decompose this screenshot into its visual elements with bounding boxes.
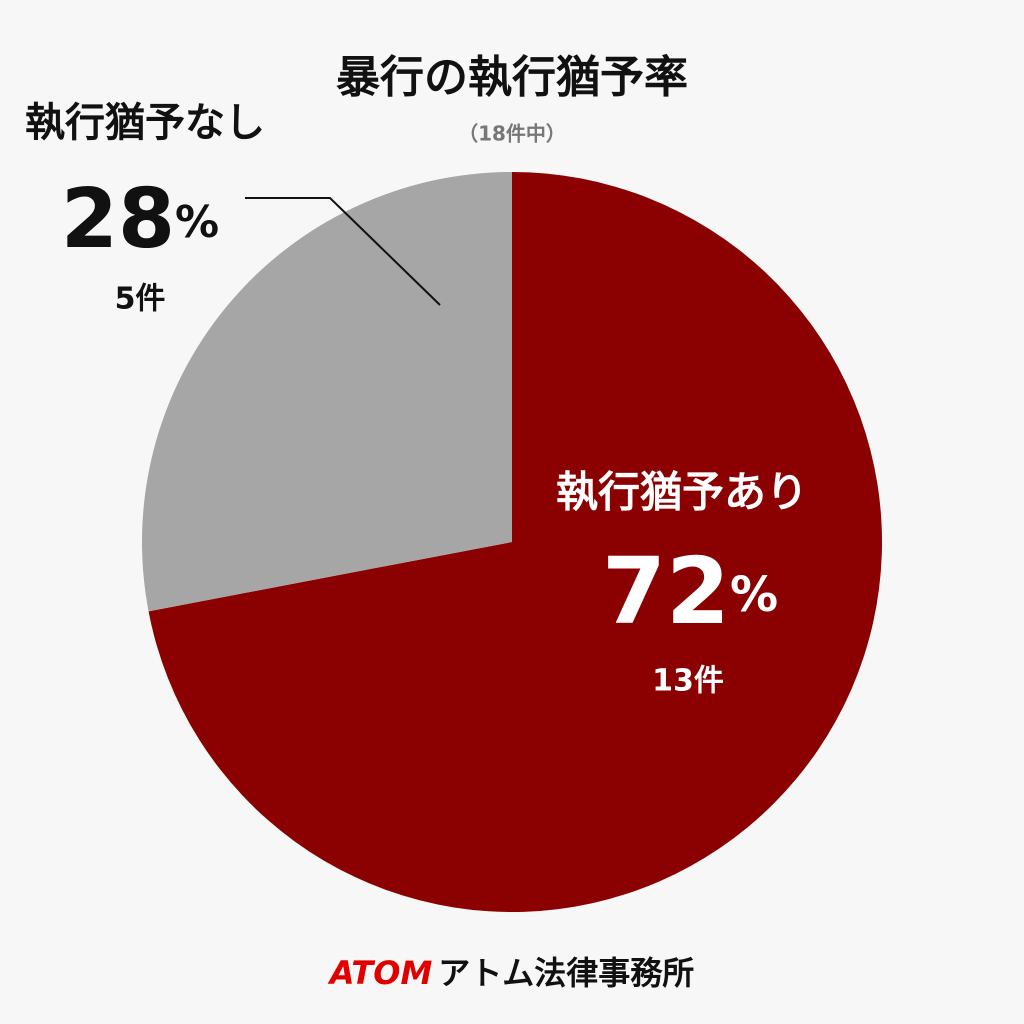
chart-subtitle: （18件中） [458, 122, 566, 146]
value-label: 72% [602, 538, 778, 645]
count-label: 13件 [652, 664, 724, 699]
footer: ATOM アトム法律事務所 [327, 954, 695, 992]
slice-label: 執行猶予なし [25, 100, 265, 146]
footer-name: アトム法律事務所 [438, 954, 694, 992]
footer-brand: ATOM [327, 954, 433, 992]
value-number: 72 [602, 538, 730, 645]
pie [141, 172, 883, 913]
leader-line [245, 197, 441, 306]
value-label: 28% [61, 172, 219, 267]
value-number: 28 [61, 172, 175, 267]
chart-title: 暴行の執行猶予率 [336, 52, 688, 103]
count-label: 5件 [115, 282, 166, 317]
slice-label: 執行猶予あり [556, 468, 808, 517]
value-unit: % [730, 567, 778, 623]
value-unit: % [175, 197, 219, 248]
pie-slice [148, 172, 883, 913]
pie-slice [141, 172, 512, 612]
